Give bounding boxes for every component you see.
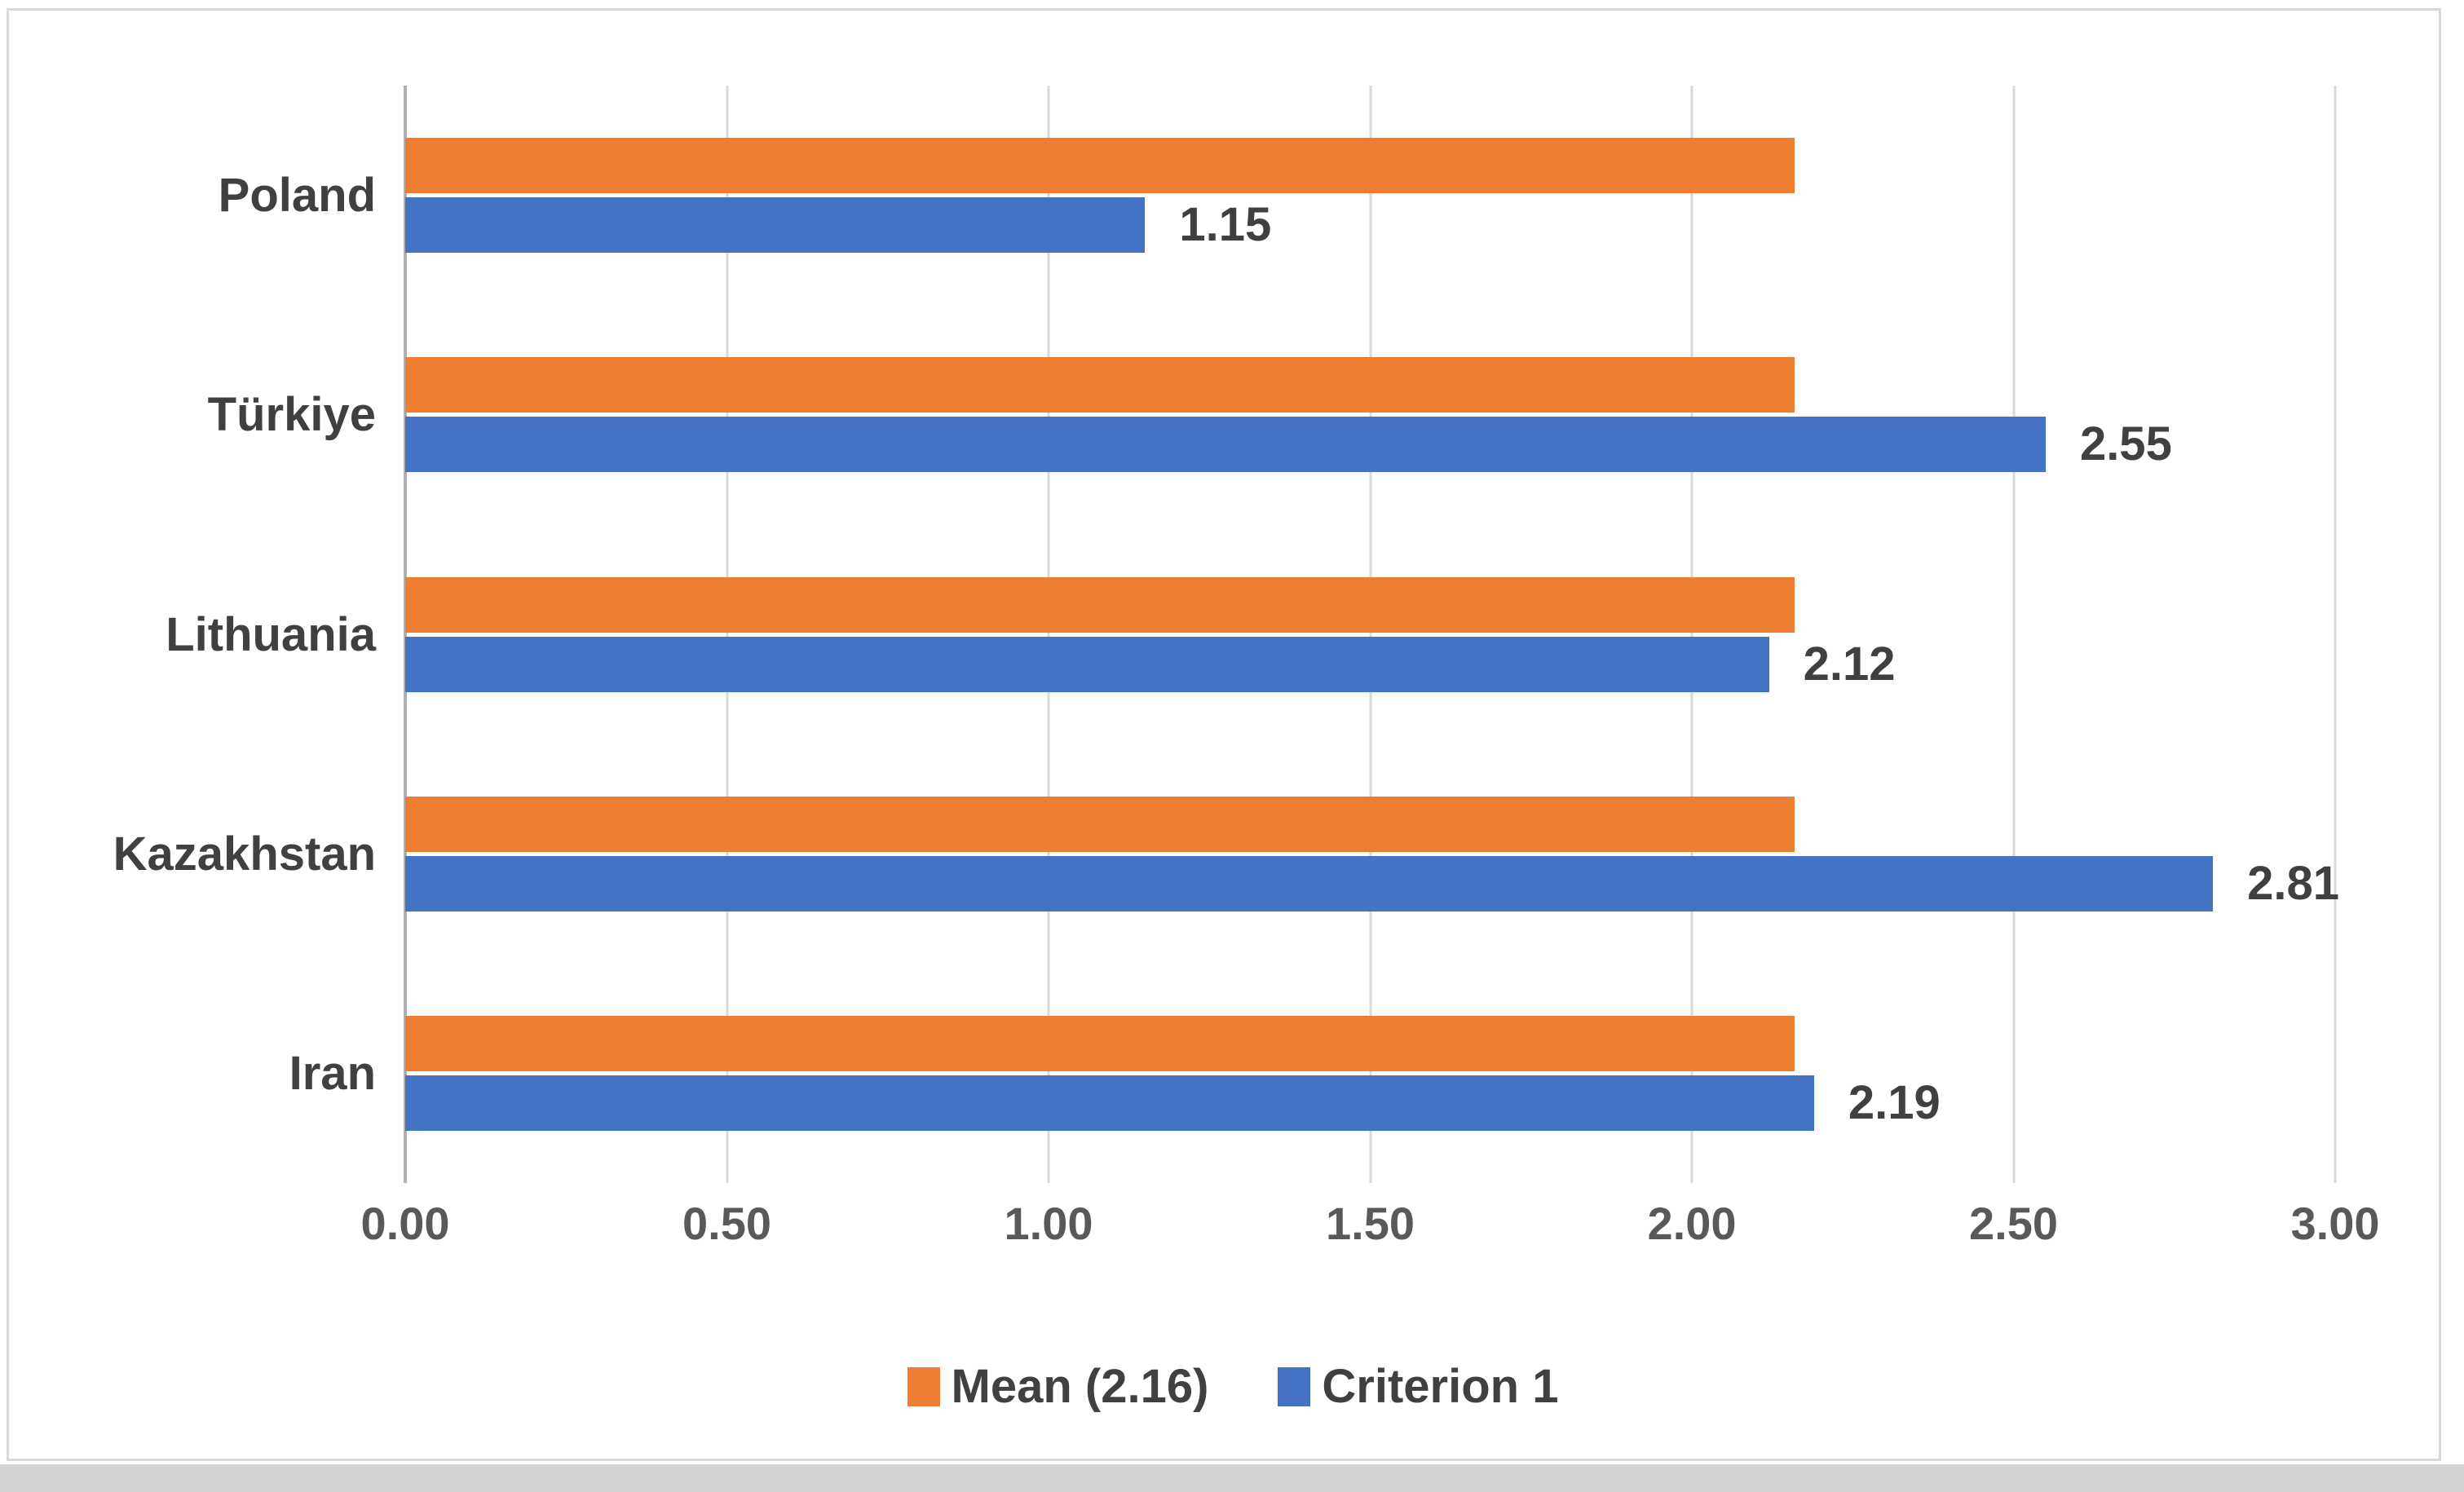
bar (405, 796, 1795, 852)
category-label: Türkiye (207, 388, 376, 442)
gridline (1690, 86, 1693, 1183)
gridline (726, 86, 728, 1183)
chart-frame: Poland Türkiye Lithuania Kazakhstan Iran 1.1… (7, 8, 2441, 1461)
page-background-strip (0, 1464, 2464, 1492)
bar (405, 138, 1795, 194)
gridline (2012, 86, 2015, 1183)
bar-group: 2.55 (405, 305, 2335, 524)
bar-track (405, 357, 2335, 413)
gridline (1047, 86, 1050, 1183)
data-label: 2.55 (2079, 417, 2172, 471)
x-tick-label: 0.50 (682, 1198, 771, 1249)
bar (405, 1015, 1795, 1071)
x-tick-label: 1.50 (1326, 1198, 1415, 1249)
legend-label: Criterion 1 (1322, 1360, 1559, 1413)
bar-track: 2.19 (405, 1075, 2335, 1131)
x-tick-label: 3.00 (2290, 1198, 2380, 1249)
gridline (2334, 86, 2337, 1183)
bar (405, 1075, 1814, 1131)
bar-track (405, 138, 2335, 194)
legend-swatch (907, 1367, 940, 1406)
bar-track (405, 796, 2335, 852)
legend-item: Mean (2.16) (907, 1360, 1209, 1413)
y-axis-line (404, 86, 407, 1183)
x-tick-label: 2.00 (1647, 1198, 1737, 1249)
bar-track (405, 576, 2335, 633)
bar-group: 2.12 (405, 524, 2335, 744)
bar (405, 197, 1146, 254)
bar (405, 855, 2214, 912)
gridline (1369, 86, 1371, 1183)
bar (405, 636, 1769, 692)
x-tick-label: 0.00 (360, 1198, 450, 1249)
legend-swatch (1278, 1367, 1311, 1406)
bar (405, 576, 1795, 633)
plot-area: 1.15 2.55 2.12 2.81 2.19 (404, 86, 2339, 1183)
bar-track: 2.12 (405, 636, 2335, 692)
data-label: 2.81 (2247, 856, 2339, 910)
bar-group: 1.15 (405, 86, 2335, 305)
legend-item: Criterion 1 (1278, 1363, 1558, 1410)
bar-track: 2.55 (405, 417, 2335, 473)
x-tick-label: 2.50 (1969, 1198, 2058, 1249)
bar (405, 357, 1795, 413)
data-label: 1.15 (1179, 198, 1272, 252)
data-label: 2.12 (1803, 637, 1896, 691)
bar-group: 2.19 (405, 964, 2335, 1183)
x-axis-tick-labels: 0.00 0.50 1.00 1.50 2.00 2.50 3.00 (361, 1198, 2380, 1258)
data-label: 2.19 (1848, 1075, 1941, 1129)
x-tick-label: 1.00 (1004, 1198, 1093, 1249)
legend-label: Mean (2.16) (951, 1360, 1209, 1413)
chart-legend: Mean (2.16) Criterion 1 (15, 1354, 2450, 1419)
category-label: Poland (218, 169, 376, 223)
bar-track: 1.15 (405, 197, 2335, 254)
category-axis-labels: Poland Türkiye Lithuania Kazakhstan Iran (9, 86, 376, 1183)
bar-rows: 1.15 2.55 2.12 2.81 2.19 (405, 86, 2339, 1183)
bar (405, 417, 2046, 473)
bar-group: 2.81 (405, 744, 2339, 964)
bar-track: 2.81 (405, 855, 2339, 912)
category-label: Iran (289, 1046, 376, 1100)
bar-track (405, 1015, 2335, 1071)
category-label: Kazakhstan (113, 827, 376, 881)
category-label: Lithuania (166, 607, 376, 661)
